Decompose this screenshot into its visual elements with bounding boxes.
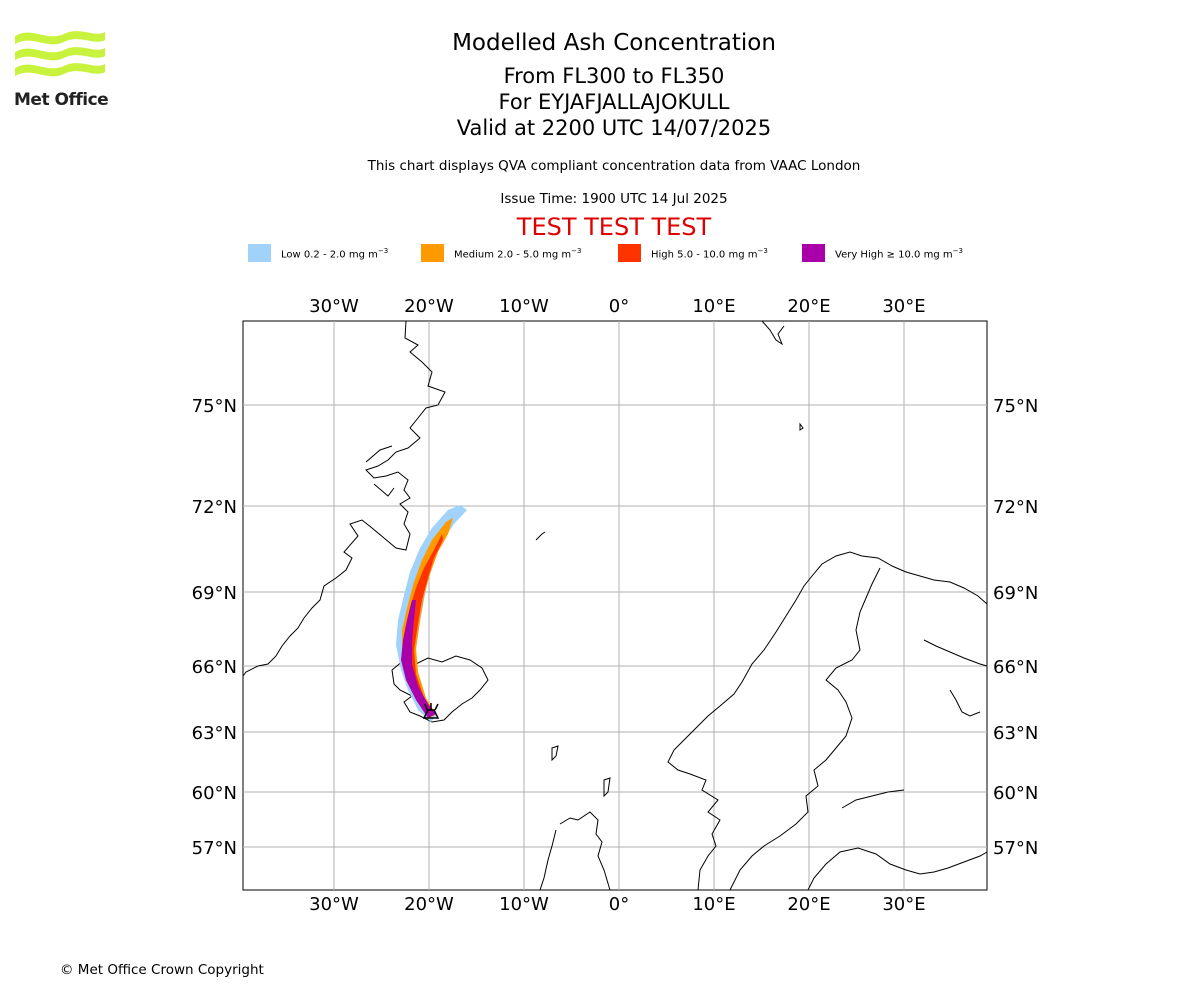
uk-coast xyxy=(539,811,611,891)
volcano-icon xyxy=(422,703,440,719)
lat-tick-label: 69°N xyxy=(993,583,1038,604)
greenland-coast xyxy=(242,320,446,677)
lon-tick-label: 10°W xyxy=(499,894,549,915)
lon-tick-label: 30°E xyxy=(882,894,925,915)
flight-level-range: From FL300 to FL350 xyxy=(503,64,725,88)
valid-time: Valid at 2200 UTC 14/07/2025 xyxy=(456,116,772,140)
lon-tick-label: 10°E xyxy=(692,894,735,915)
met-office-logo: Met Office xyxy=(12,28,112,114)
lon-tick-label: 30°E xyxy=(882,296,925,317)
lon-tick-label: 10°W xyxy=(499,296,549,317)
lon-tick-label: 0° xyxy=(609,296,629,317)
gridlines xyxy=(243,321,987,890)
lat-tick-labels-right: 75°N 72°N 69°N 66°N 63°N 60°N 57°N xyxy=(993,396,1038,859)
faroe-islands xyxy=(551,745,559,762)
plume-very-high xyxy=(401,600,436,718)
lat-tick-labels-left: 75°N 72°N 69°N 66°N 63°N 60°N 57°N xyxy=(192,396,237,859)
scandinavia-coast xyxy=(667,551,988,891)
map-frame xyxy=(242,320,988,891)
volcano-title: For EYJAFJALLAJOKULL xyxy=(498,90,730,114)
ash-plume xyxy=(396,505,467,722)
lon-tick-label: 30°W xyxy=(309,894,359,915)
lat-tick-label: 60°N xyxy=(993,783,1038,804)
lat-tick-label: 72°N xyxy=(192,497,237,518)
bear-island xyxy=(799,422,804,431)
jan-mayen xyxy=(535,531,546,541)
lon-tick-labels-bottom: 30°W 20°W 10°W 0° 10°E 20°E 30°E xyxy=(309,894,925,915)
lat-tick-label: 75°N xyxy=(993,396,1038,417)
logo-text: Met Office xyxy=(14,90,109,110)
lon-tick-labels-top: 30°W 20°W 10°W 0° 10°E 20°E 30°E xyxy=(309,296,925,317)
lon-tick-label: 20°E xyxy=(787,296,830,317)
subtitle: This chart displays QVA compliant concen… xyxy=(367,158,861,174)
lat-tick-label: 66°N xyxy=(192,657,237,678)
gulf-of-finland xyxy=(841,789,905,809)
white-sea-coast xyxy=(949,689,981,717)
iceland-coast xyxy=(391,655,489,723)
legend-label-high: High 5.0 - 10.0 mg m xyxy=(651,249,758,261)
kola-coast xyxy=(923,639,988,667)
legend-swatch-high xyxy=(618,244,641,262)
svalbard-coast xyxy=(761,320,785,346)
lat-tick-label: 63°N xyxy=(993,723,1038,744)
greenland-fjord xyxy=(365,445,393,463)
lon-tick-label: 20°W xyxy=(404,296,454,317)
coastlines xyxy=(242,320,988,891)
lat-tick-label: 63°N xyxy=(192,723,237,744)
lat-tick-label: 75°N xyxy=(192,396,237,417)
lat-tick-label: 69°N xyxy=(192,583,237,604)
legend-label-low: Low 0.2 - 2.0 mg m xyxy=(281,249,378,261)
legend-label-very-high: Very High ≥ 10.0 mg m xyxy=(835,249,953,261)
legend-swatch-low xyxy=(248,244,271,262)
lon-tick-label: 20°W xyxy=(404,894,454,915)
legend-swatch-very-high xyxy=(802,244,825,262)
shetland xyxy=(603,777,611,798)
lat-tick-label: 72°N xyxy=(993,497,1038,518)
met-office-wave-logo-icon xyxy=(15,31,105,77)
baltic-coast xyxy=(807,847,988,891)
greenland-fjord xyxy=(373,483,395,497)
gulf-of-bothnia xyxy=(729,567,881,891)
lon-tick-label: 30°W xyxy=(309,296,359,317)
lat-tick-label: 57°N xyxy=(192,838,237,859)
lon-tick-label: 0° xyxy=(609,894,629,915)
chart-title: Modelled Ash Concentration xyxy=(452,30,776,56)
issue-time: Issue Time: 1900 UTC 14 Jul 2025 xyxy=(500,191,728,207)
lon-tick-label: 10°E xyxy=(692,296,735,317)
lat-tick-label: 66°N xyxy=(993,657,1038,678)
lat-tick-label: 60°N xyxy=(192,783,237,804)
legend-swatch-medium xyxy=(421,244,444,262)
lat-tick-label: 57°N xyxy=(993,838,1038,859)
legend-label-medium: Medium 2.0 - 5.0 mg m xyxy=(454,249,572,261)
test-banner: TEST TEST TEST xyxy=(516,213,712,241)
copyright-notice: © Met Office Crown Copyright xyxy=(60,962,264,978)
lon-tick-label: 20°E xyxy=(787,894,830,915)
